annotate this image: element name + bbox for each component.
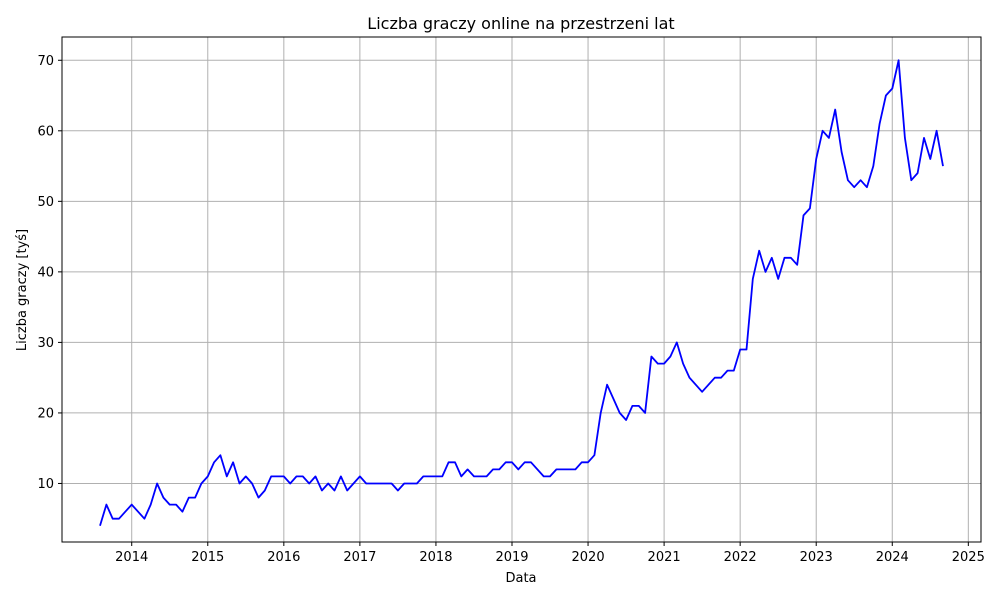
y-tick-label: 40 — [37, 265, 54, 280]
x-tick-label: 2019 — [495, 550, 528, 565]
y-tick-label: 30 — [37, 336, 54, 351]
x-tick-label: 2024 — [876, 550, 909, 565]
chart-title: Liczba graczy online na przestrzeni lat — [367, 14, 674, 33]
series-layer — [99, 59, 944, 527]
y-tick-label: 50 — [37, 195, 54, 210]
y-tick-label: 60 — [37, 124, 54, 139]
x-tick-label: 2015 — [191, 550, 224, 565]
x-tick-label: 2014 — [115, 550, 148, 565]
x-tick-label: 2022 — [724, 550, 757, 565]
x-tick-label: 2021 — [648, 550, 681, 565]
grid-lines — [62, 37, 981, 542]
x-tick-label: 2023 — [800, 550, 833, 565]
x-axis-ticks: 2014 2015 2016 2017 2018 2019 2020 2021 2022 2023… — [115, 542, 985, 565]
x-tick-label: 2017 — [343, 550, 376, 565]
series-line — [99, 59, 944, 527]
y-axis-ticks: 10 20 30 40 50 60 70 — [37, 54, 62, 492]
plot-area-frame — [61, 36, 982, 543]
y-tick-label: 20 — [37, 406, 54, 421]
y-tick-label: 10 — [37, 477, 54, 492]
x-tick-label: 2025 — [952, 550, 985, 565]
y-tick-label: 70 — [37, 54, 54, 69]
x-tick-label: 2020 — [572, 550, 605, 565]
y-axis-label: Liczba graczy [tyś] — [15, 229, 30, 351]
x-tick-label: 2018 — [419, 550, 452, 565]
x-axis-label: Data — [505, 571, 536, 586]
x-tick-label: 2016 — [267, 550, 300, 565]
